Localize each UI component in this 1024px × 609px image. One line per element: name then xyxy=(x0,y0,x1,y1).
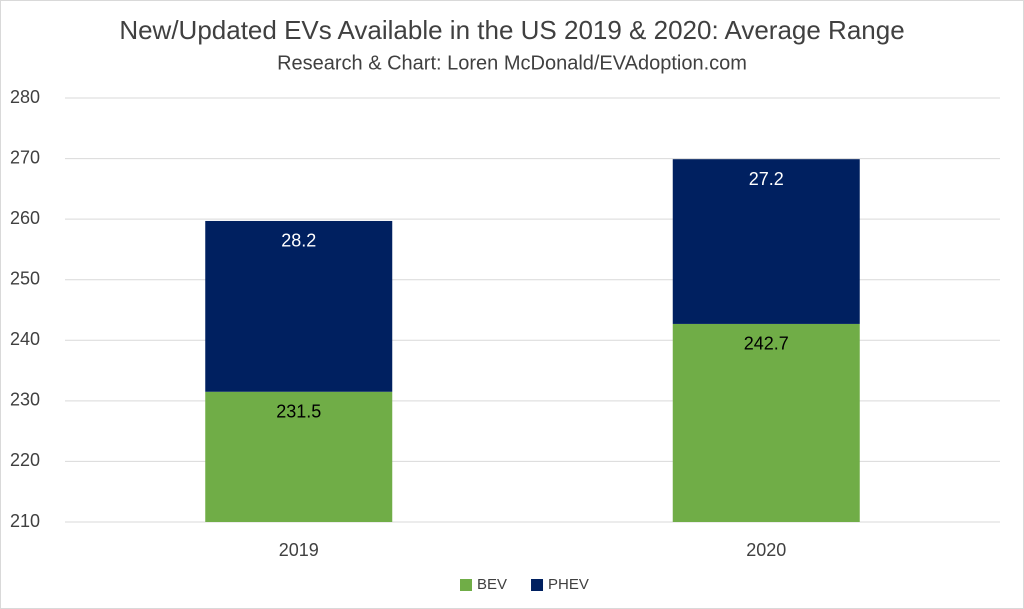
legend-swatch xyxy=(460,579,472,591)
y-tick-label: 210 xyxy=(10,511,40,531)
bar-segment xyxy=(672,159,860,324)
bar-segment xyxy=(205,220,393,392)
y-tick-label: 220 xyxy=(10,450,40,470)
y-tick-label: 240 xyxy=(10,329,40,349)
data-label: 231.5 xyxy=(276,402,321,422)
x-tick-label: 2020 xyxy=(746,540,786,560)
data-label: 242.7 xyxy=(744,334,789,354)
data-label: 28.2 xyxy=(281,231,316,251)
legend-label: BEV xyxy=(477,576,507,593)
legend-swatch xyxy=(531,579,544,591)
legend-label: PHEV xyxy=(548,576,589,593)
x-tick-label: 2019 xyxy=(279,540,319,560)
y-tick-label: 280 xyxy=(10,87,40,107)
y-tick-label: 260 xyxy=(10,208,40,228)
data-label: 27.2 xyxy=(749,169,784,189)
y-tick-label: 270 xyxy=(10,147,40,167)
chart-title: New/Updated EVs Available in the US 2019… xyxy=(119,15,904,45)
y-tick-label: 250 xyxy=(10,268,40,288)
bar-segment xyxy=(205,391,393,522)
y-tick-label: 230 xyxy=(10,390,40,410)
chart-subtitle: Research & Chart: Loren McDonald/EVAdopt… xyxy=(277,52,747,74)
bar-segment xyxy=(672,323,860,522)
